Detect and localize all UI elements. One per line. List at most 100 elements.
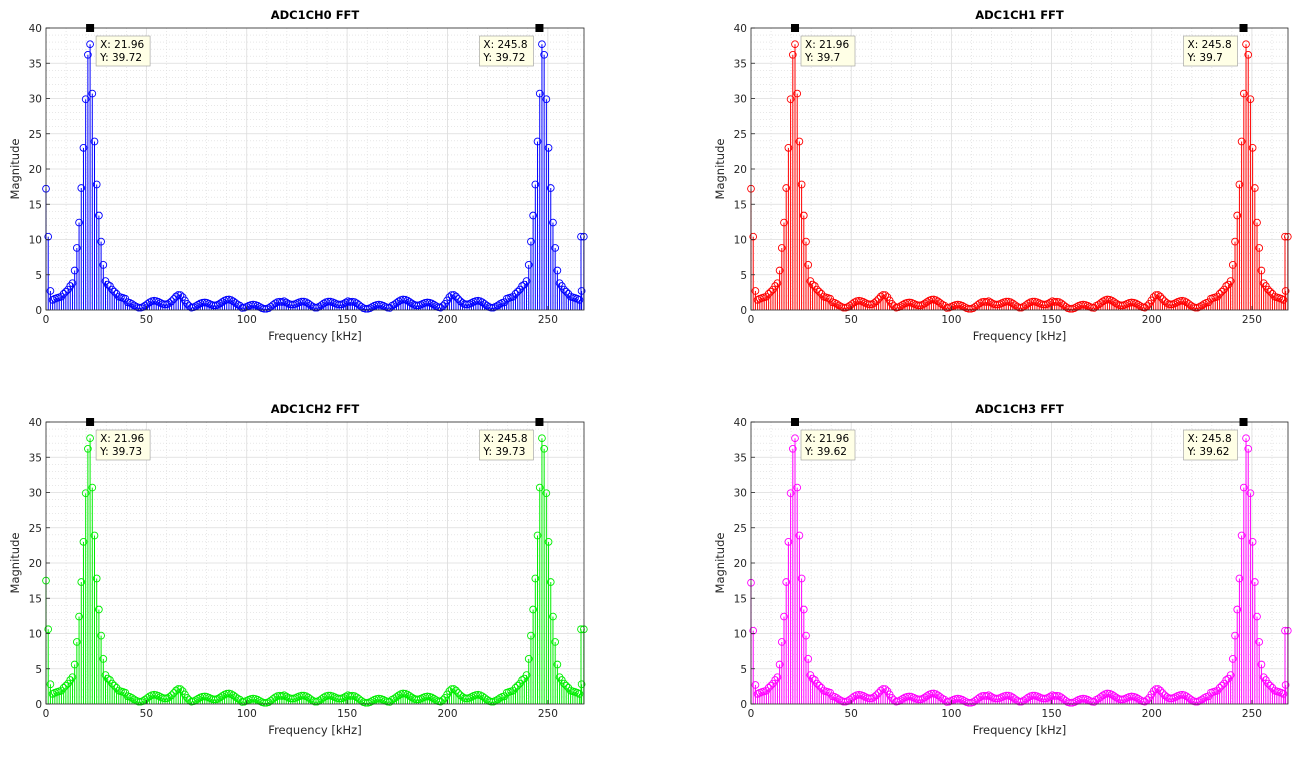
data-tip[interactable]: X: 245.8Y: 39.62 (1183, 418, 1248, 461)
y-tick-label: 30 (29, 94, 42, 106)
data-tip-marker[interactable] (535, 418, 544, 426)
stem-marker (773, 673, 782, 682)
stem-marker (1151, 291, 1160, 299)
stem-marker (430, 694, 438, 703)
y-tick-label: 5 (35, 664, 42, 676)
data-tip-y-label: Y: 39.72 (99, 52, 142, 64)
stem-marker (544, 537, 553, 546)
stem-marker (494, 695, 502, 704)
stem-marker (1253, 218, 1261, 227)
stem-marker (317, 301, 326, 309)
data-tip-marker[interactable] (535, 24, 544, 32)
stem-marker (79, 537, 88, 546)
stem-marker (533, 531, 542, 540)
stem-marker (1154, 291, 1162, 299)
data-tip-x-label: X: 245.8 (1188, 39, 1232, 51)
x-tick-label: 150 (337, 314, 357, 326)
x-tick-label: 0 (748, 314, 755, 326)
stem-marker (44, 232, 53, 241)
stem-marker (1226, 277, 1235, 285)
chart-panel: 0 50 100 150 200 250 0 5 10 15 20 25 30 35 40 ADC1CH1 F… (713, 8, 1292, 343)
data-tip-x-label: X: 21.96 (100, 39, 144, 51)
stem-marker (1266, 681, 1275, 690)
stem-marker (887, 299, 896, 308)
data-tip[interactable]: X: 21.96Y: 39.7 (791, 24, 856, 67)
x-tick-label: 50 (844, 314, 857, 326)
data-tip[interactable]: X: 21.96Y: 39.72 (86, 24, 151, 67)
data-tip-marker[interactable] (86, 24, 95, 32)
y-tick-label: 40 (734, 417, 747, 429)
stem-marker (527, 237, 535, 246)
stem-marker (449, 685, 458, 693)
stem-marker (1257, 266, 1266, 275)
stem-marker (70, 660, 79, 669)
stem-marker (92, 180, 101, 189)
stem-marker (546, 578, 555, 586)
stem-marker (865, 300, 874, 309)
y-tick-label: 0 (35, 305, 42, 317)
stem-marker (1151, 685, 1160, 693)
stem-marker (487, 697, 496, 706)
y-tick-label: 20 (29, 558, 42, 570)
data-tip-marker[interactable] (791, 418, 800, 426)
data-tip-box (479, 429, 534, 461)
y-tick-label: 5 (35, 270, 42, 282)
stem-marker (795, 137, 804, 146)
stem-marker (192, 302, 200, 310)
y-tick-label: 15 (29, 593, 42, 605)
stem-marker (1244, 50, 1253, 59)
stem-marker (535, 89, 544, 98)
stem-marker (269, 695, 277, 703)
data-tip[interactable]: X: 21.96Y: 39.73 (86, 418, 151, 461)
data-tip[interactable]: X: 21.96Y: 39.62 (791, 418, 856, 461)
stem-marker (784, 537, 793, 546)
stem-marker (70, 266, 79, 275)
data-tip-x-label: X: 245.8 (483, 433, 527, 445)
stem-marker (896, 696, 905, 704)
stem-marker (1281, 287, 1290, 295)
data-tip[interactable]: X: 245.8Y: 39.72 (479, 24, 544, 67)
stem-marker (1154, 685, 1162, 693)
stem-marker (214, 300, 222, 309)
data-tip-marker[interactable] (86, 418, 95, 426)
stem-marker (61, 287, 70, 296)
stem-marker (1191, 303, 1200, 312)
stem-marker (1248, 537, 1257, 546)
y-tick-label: 40 (29, 23, 42, 35)
data-tip-y-label: Y: 39.62 (1187, 446, 1230, 458)
stem-marker (454, 295, 463, 303)
y-tick-label: 25 (29, 129, 42, 141)
stem-marker (1127, 692, 1136, 701)
stem-marker (1191, 697, 1200, 706)
stem-marker (1237, 137, 1246, 146)
stem-marker (1006, 692, 1015, 701)
stem-marker (874, 689, 883, 697)
stem-marker (165, 299, 174, 307)
data-tip-box (95, 35, 151, 67)
data-tip-marker[interactable] (1239, 24, 1248, 32)
data-tip-marker[interactable] (1239, 418, 1248, 426)
stem-marker (399, 295, 407, 304)
stem-marker (751, 287, 760, 295)
stem-marker (436, 303, 445, 312)
stem-marker (1264, 285, 1272, 294)
data-tip-marker[interactable] (791, 24, 800, 32)
stem-marker (183, 693, 191, 702)
data-tip[interactable]: X: 245.8Y: 39.73 (479, 418, 544, 461)
y-tick-label: 0 (740, 699, 747, 711)
chart-panel: 0 50 100 150 200 250 0 5 10 15 20 25 30 35 40 ADC1CH2 F… (8, 402, 588, 737)
stem-marker (529, 211, 537, 220)
stem-marker (88, 89, 97, 98)
x-tick-label: 200 (1142, 708, 1162, 720)
stem-marker (167, 297, 176, 306)
stem-marker (865, 694, 874, 703)
data-tip-box (95, 429, 151, 461)
stem-marker (1222, 676, 1231, 684)
stem-marker (775, 266, 784, 275)
data-tip[interactable]: X: 245.8Y: 39.7 (1183, 24, 1248, 67)
stem-marker (1140, 697, 1149, 706)
stem-marker (973, 695, 982, 703)
stem-marker (427, 299, 436, 308)
stem-marker (75, 218, 83, 227)
